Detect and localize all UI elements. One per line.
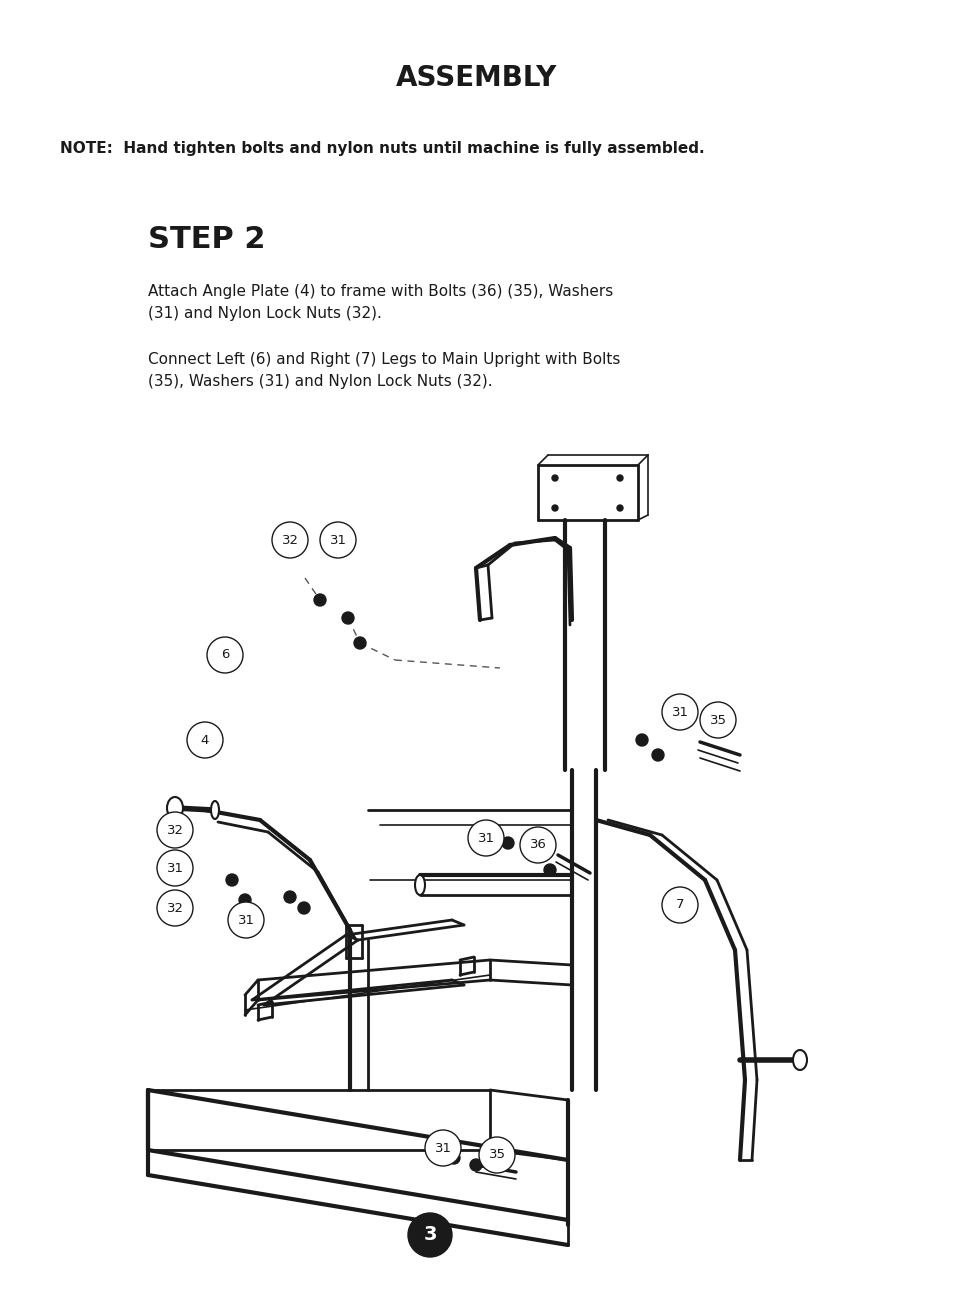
Ellipse shape bbox=[211, 802, 219, 819]
Circle shape bbox=[314, 594, 326, 606]
Circle shape bbox=[157, 812, 193, 848]
Text: 6: 6 bbox=[220, 648, 229, 661]
Text: 35: 35 bbox=[709, 714, 726, 727]
Text: 31: 31 bbox=[167, 862, 183, 875]
Circle shape bbox=[501, 837, 514, 849]
Circle shape bbox=[661, 887, 698, 924]
Circle shape bbox=[552, 505, 558, 510]
Circle shape bbox=[468, 820, 503, 855]
Circle shape bbox=[284, 891, 295, 903]
Circle shape bbox=[226, 874, 237, 886]
Text: 32: 32 bbox=[167, 824, 183, 837]
Circle shape bbox=[157, 890, 193, 926]
Circle shape bbox=[297, 903, 310, 914]
Circle shape bbox=[187, 722, 223, 758]
Circle shape bbox=[552, 475, 558, 482]
Circle shape bbox=[700, 702, 735, 737]
Text: 31: 31 bbox=[434, 1141, 451, 1155]
Text: 31: 31 bbox=[329, 534, 346, 547]
Circle shape bbox=[239, 893, 251, 907]
Text: 35: 35 bbox=[488, 1148, 505, 1161]
Text: NOTE:  Hand tighten bolts and nylon nuts until machine is fully assembled.: NOTE: Hand tighten bolts and nylon nuts … bbox=[60, 140, 704, 156]
Circle shape bbox=[341, 611, 354, 625]
Text: 36: 36 bbox=[529, 838, 546, 851]
Text: 3: 3 bbox=[423, 1225, 436, 1245]
Text: 32: 32 bbox=[281, 534, 298, 547]
Ellipse shape bbox=[792, 1050, 806, 1071]
Text: STEP 2: STEP 2 bbox=[148, 226, 265, 255]
Circle shape bbox=[543, 865, 556, 876]
Text: 31: 31 bbox=[237, 913, 254, 926]
Circle shape bbox=[272, 522, 308, 558]
Text: 31: 31 bbox=[477, 832, 494, 845]
Circle shape bbox=[448, 1152, 459, 1164]
Circle shape bbox=[661, 694, 698, 729]
Circle shape bbox=[617, 475, 622, 482]
Circle shape bbox=[157, 850, 193, 886]
Circle shape bbox=[207, 638, 243, 673]
Text: Connect Left (6) and Right (7) Legs to Main Upright with Bolts
(35), Washers (31: Connect Left (6) and Right (7) Legs to M… bbox=[148, 352, 619, 390]
Circle shape bbox=[478, 1138, 515, 1173]
Circle shape bbox=[651, 749, 663, 761]
Text: 7: 7 bbox=[675, 899, 683, 912]
Ellipse shape bbox=[167, 796, 183, 819]
Circle shape bbox=[534, 849, 545, 861]
Circle shape bbox=[319, 522, 355, 558]
Circle shape bbox=[470, 1158, 481, 1172]
Text: 4: 4 bbox=[200, 733, 209, 747]
Text: ASSEMBLY: ASSEMBLY bbox=[395, 64, 558, 92]
Text: Attach Angle Plate (4) to frame with Bolts (36) (35), Washers
(31) and Nylon Loc: Attach Angle Plate (4) to frame with Bol… bbox=[148, 283, 613, 321]
Circle shape bbox=[617, 505, 622, 510]
Text: 32: 32 bbox=[167, 901, 183, 914]
Text: 31: 31 bbox=[671, 706, 688, 719]
Circle shape bbox=[228, 903, 264, 938]
Circle shape bbox=[424, 1130, 460, 1166]
Circle shape bbox=[519, 827, 556, 863]
Ellipse shape bbox=[415, 875, 424, 895]
Circle shape bbox=[636, 733, 647, 747]
Circle shape bbox=[354, 638, 366, 649]
Circle shape bbox=[408, 1214, 452, 1257]
